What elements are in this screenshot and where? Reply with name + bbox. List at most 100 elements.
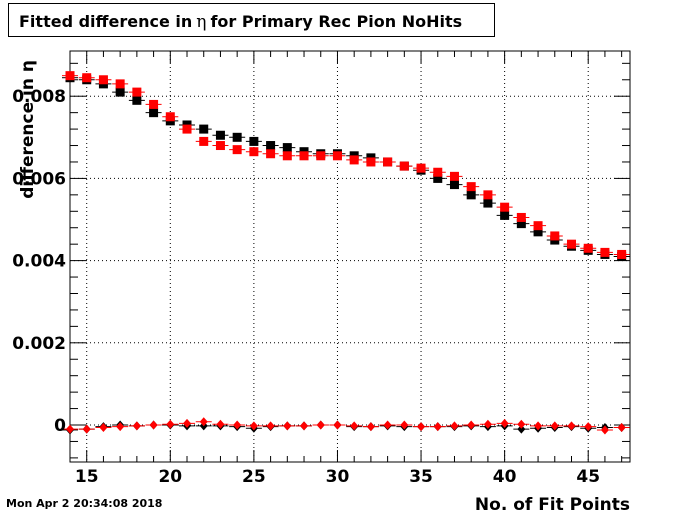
data-point (433, 167, 443, 177)
title-box: Fitted difference in η for Primary Rec Pio… (8, 3, 495, 37)
data-point (282, 151, 292, 161)
data-point (516, 212, 526, 222)
data-point (266, 421, 275, 431)
data-point (115, 87, 125, 97)
data-point (533, 221, 543, 231)
data-point (199, 417, 208, 427)
data-point (417, 422, 426, 432)
y-tick-label: 0.004 (12, 252, 66, 272)
data-point (116, 422, 125, 432)
data-point (400, 420, 409, 430)
data-point (517, 424, 526, 434)
data-point (82, 424, 91, 434)
data-point (467, 420, 476, 430)
data-point (366, 157, 376, 167)
data-point (517, 419, 526, 429)
label-layer: 15 20 25 30 35 40 45 0 0.002 0.004 0.006 0.008 (12, 87, 600, 487)
data-point (149, 108, 159, 118)
data-point (399, 161, 409, 171)
data-point (249, 421, 258, 431)
data-point (550, 231, 560, 241)
data-point (383, 420, 392, 430)
data-point (183, 418, 192, 428)
title-symbol: η (196, 12, 207, 32)
data-point (449, 180, 459, 190)
data-point (132, 95, 142, 105)
data-point (216, 419, 225, 429)
data-point (182, 124, 192, 134)
data-point (600, 425, 609, 435)
y-tick-label: 0.006 (12, 169, 66, 189)
data-point (199, 124, 209, 134)
data-point (233, 420, 242, 430)
data-point (516, 219, 526, 229)
data-point (333, 420, 342, 430)
x-axis-title: No. of Fit Points (475, 495, 630, 514)
data-point (82, 73, 92, 83)
marks-layer (62, 71, 630, 435)
data-point (300, 421, 309, 431)
data-point (533, 227, 543, 237)
data-point (249, 136, 259, 146)
data-point (466, 190, 476, 200)
data-point (165, 112, 175, 122)
data-point (266, 149, 276, 159)
data-point (299, 151, 309, 161)
data-point (332, 151, 342, 161)
data-point (316, 151, 326, 161)
data-point (266, 141, 276, 151)
data-point (349, 155, 359, 165)
series-3 (62, 417, 630, 435)
data-point (132, 421, 141, 431)
data-point (483, 419, 492, 429)
x-tick-label: 45 (576, 467, 600, 487)
x-tick-label: 15 (75, 467, 99, 487)
data-point (483, 190, 493, 200)
title-suffix: for Primary Rec Pion NoHits (210, 12, 463, 31)
y-tick-label: 0.008 (12, 87, 66, 107)
series-1 (62, 71, 630, 259)
timestamp: Mon Apr 2 20:34:08 2018 (6, 497, 163, 510)
data-point (450, 421, 459, 431)
x-tick-label: 25 (242, 467, 266, 487)
data-point (500, 210, 510, 220)
x-tick-label: 35 (409, 467, 433, 487)
plot-frame (69, 50, 631, 463)
data-point (166, 419, 175, 429)
x-tick-label: 40 (493, 467, 517, 487)
y-axis-title: difference in η (18, 60, 38, 199)
data-point (416, 163, 426, 173)
data-point (583, 243, 593, 253)
data-point (232, 132, 242, 142)
data-point (433, 422, 442, 432)
data-point (215, 141, 225, 151)
data-point (132, 87, 142, 97)
data-point (199, 136, 209, 146)
chart-title: Fitted difference in η for Primary Rec Pio… (19, 12, 462, 32)
data-point (500, 202, 510, 212)
x-tick-label: 20 (158, 467, 182, 487)
y-tick-label: 0 (54, 416, 66, 436)
data-point (149, 99, 159, 109)
y-tick-label: 0.002 (12, 334, 66, 354)
data-point (249, 147, 259, 157)
data-point (316, 420, 325, 430)
data-point (466, 182, 476, 192)
data-point (383, 157, 393, 167)
data-point (500, 418, 509, 428)
data-point (232, 145, 242, 155)
data-point (567, 421, 576, 431)
data-point (99, 422, 108, 432)
data-point (115, 79, 125, 89)
data-point (600, 247, 610, 257)
data-point (215, 130, 225, 140)
data-point (449, 171, 459, 181)
data-point (149, 420, 158, 430)
data-point (550, 421, 559, 431)
data-point (366, 422, 375, 432)
data-point (283, 421, 292, 431)
data-point (350, 421, 359, 431)
data-point (98, 75, 108, 85)
